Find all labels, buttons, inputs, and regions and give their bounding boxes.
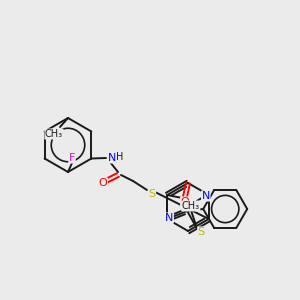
Text: H: H — [116, 152, 124, 162]
Text: N: N — [108, 153, 116, 163]
Text: N: N — [202, 191, 210, 201]
Text: N: N — [165, 213, 173, 223]
Text: O: O — [99, 178, 107, 188]
Text: O: O — [181, 197, 189, 207]
Text: S: S — [148, 189, 156, 199]
Text: F: F — [69, 153, 75, 163]
Text: S: S — [198, 227, 205, 237]
Text: CH₃: CH₃ — [182, 201, 200, 211]
Text: CH₃: CH₃ — [45, 129, 63, 139]
